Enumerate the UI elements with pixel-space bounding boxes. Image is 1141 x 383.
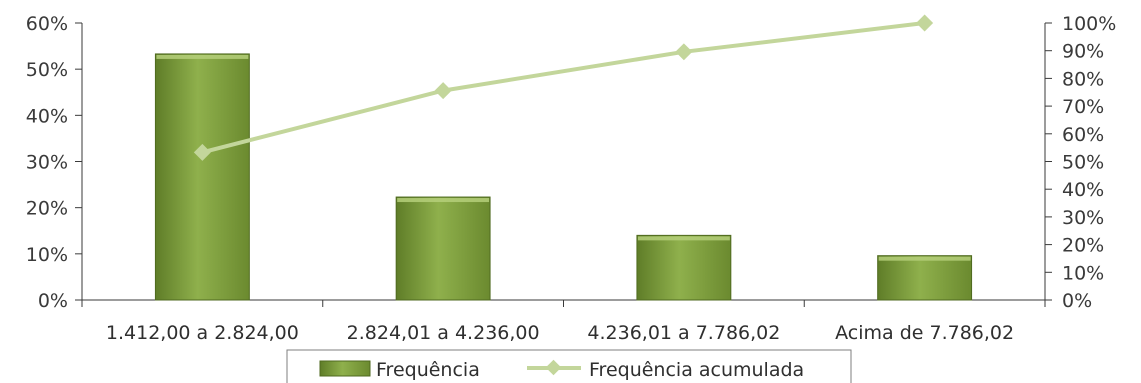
right-tick-label: 10% xyxy=(1062,262,1104,284)
right-tick-label: 20% xyxy=(1062,235,1104,257)
bar-frequencia xyxy=(636,234,732,301)
cumulative-point-marker xyxy=(675,43,693,61)
x-category-label: 4.236,01 a 7.786,02 xyxy=(587,322,780,344)
bar-highlight xyxy=(156,54,249,59)
right-tick-label: 40% xyxy=(1062,179,1104,201)
bar-highlight xyxy=(397,198,490,203)
bar-highlight xyxy=(878,256,971,261)
right-tick-label: 80% xyxy=(1062,68,1104,90)
cumulative-line xyxy=(193,14,934,161)
tick-labels: 0% 10% 20% 30% 40% 50% 60% 0% 10% 20% 30% 40% 50% 60%… xyxy=(26,13,1117,344)
legend: Frequência Frequência acumulada xyxy=(286,349,852,383)
left-tick-label: 10% xyxy=(26,244,68,266)
right-tick-label: 70% xyxy=(1062,96,1104,118)
bar-frequencia xyxy=(877,255,973,301)
right-tick-label: 60% xyxy=(1062,124,1104,146)
legend-label-frequencia: Frequência xyxy=(376,359,480,381)
bar-frequencia xyxy=(395,196,491,301)
left-tick-label: 30% xyxy=(26,152,68,174)
left-tick-label: 40% xyxy=(26,105,68,127)
legend-label-acumulada: Frequência acumulada xyxy=(589,359,804,381)
bar-highlight xyxy=(637,236,730,241)
bar-frequencia xyxy=(154,53,250,301)
left-tick-label: 20% xyxy=(26,198,68,220)
right-tick-label: 30% xyxy=(1062,207,1104,229)
x-category-label: 1.412,00 a 2.824,00 xyxy=(106,322,299,344)
cumulative-line-path xyxy=(201,21,925,155)
legend-bar-swatch xyxy=(319,360,371,377)
legend-box xyxy=(286,349,852,383)
right-tick-label: 50% xyxy=(1062,152,1104,174)
x-category-label: 2.824,01 a 4.236,00 xyxy=(347,322,540,344)
bars xyxy=(154,53,973,301)
left-tick-label: 50% xyxy=(26,59,68,81)
left-tick-label: 60% xyxy=(26,13,68,35)
cumulative-point-marker xyxy=(916,14,934,32)
x-category-label: Acima de 7.786,02 xyxy=(835,322,1014,344)
left-tick-label: 0% xyxy=(38,290,68,312)
right-tick-label: 0% xyxy=(1062,290,1092,312)
right-tick-label: 90% xyxy=(1062,41,1104,63)
right-tick-label: 100% xyxy=(1062,13,1116,35)
cumulative-point-marker xyxy=(193,143,211,161)
cumulative-point-marker xyxy=(434,82,452,100)
